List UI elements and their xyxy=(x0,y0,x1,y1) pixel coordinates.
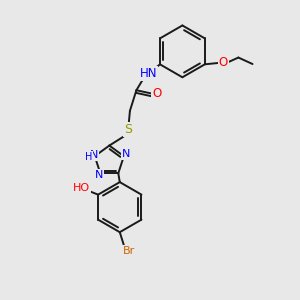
Text: HN: HN xyxy=(140,67,158,80)
Text: O: O xyxy=(218,56,228,69)
Text: O: O xyxy=(152,87,162,100)
Text: N: N xyxy=(90,150,98,160)
Text: H: H xyxy=(85,152,92,162)
Text: Br: Br xyxy=(123,246,135,256)
Text: HO: HO xyxy=(73,183,91,193)
Text: N: N xyxy=(95,170,103,180)
Text: S: S xyxy=(124,124,132,136)
Text: N: N xyxy=(122,149,130,159)
